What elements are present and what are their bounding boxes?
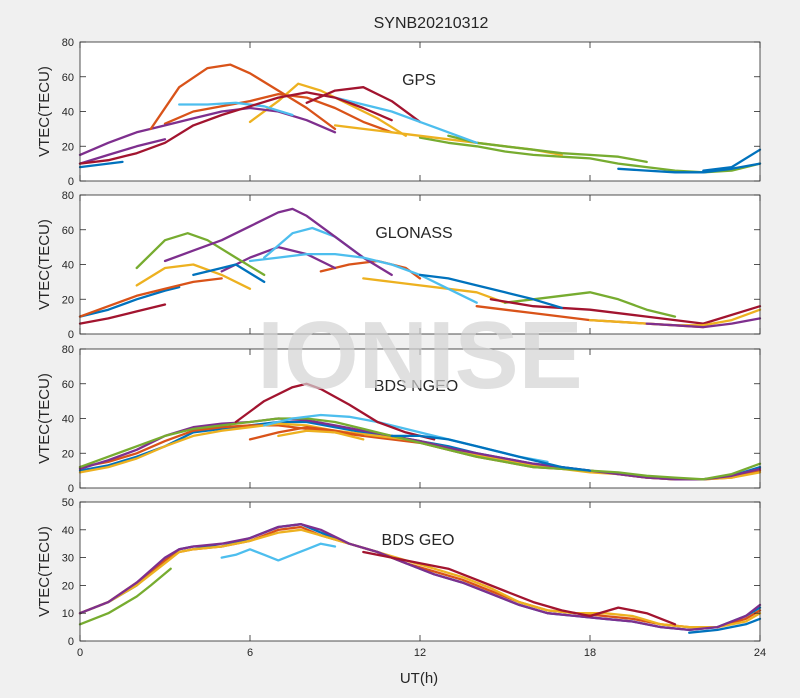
y-tick-label: 10 bbox=[62, 608, 74, 620]
watermark: IONISE bbox=[257, 302, 582, 409]
series-line-10 bbox=[78, 138, 167, 165]
panel-label: BDS GEO bbox=[382, 532, 455, 549]
series-line-2 bbox=[248, 82, 407, 137]
y-tick-label: 40 bbox=[62, 107, 74, 119]
y-tick-label: 20 bbox=[62, 580, 74, 592]
y-tick-label: 40 bbox=[62, 414, 74, 426]
x-tick-label: 18 bbox=[584, 647, 596, 659]
panel-label: GLONASS bbox=[375, 225, 452, 242]
series-line-4 bbox=[78, 567, 172, 626]
series-line-3 bbox=[78, 417, 762, 481]
y-tick-label: 80 bbox=[62, 190, 74, 202]
series-line-6 bbox=[305, 86, 422, 124]
series-line-0 bbox=[78, 285, 181, 318]
series-line-3 bbox=[78, 523, 762, 632]
panel-0: 0 20 40 60 80 VTEC(TECU) GPS bbox=[36, 37, 762, 188]
series-line-8 bbox=[149, 63, 337, 131]
axes-background bbox=[80, 42, 760, 181]
y-tick-label: 40 bbox=[62, 260, 74, 272]
series-line-7 bbox=[688, 617, 762, 634]
series-line-6 bbox=[362, 550, 677, 626]
series-line-4 bbox=[135, 232, 266, 277]
series-line-8 bbox=[248, 426, 365, 441]
x-tick-label: 0 bbox=[77, 647, 83, 659]
y-tick-label: 20 bbox=[62, 141, 74, 153]
y-tick-label: 60 bbox=[62, 379, 74, 391]
y-tick-label: 0 bbox=[68, 636, 74, 648]
series-line-14 bbox=[702, 148, 762, 172]
y-tick-label: 60 bbox=[62, 72, 74, 84]
y-axis-label: VTEC(TECU) bbox=[36, 373, 53, 464]
y-tick-label: 50 bbox=[62, 497, 74, 509]
series-line-13 bbox=[489, 298, 762, 325]
axes-background bbox=[80, 502, 760, 641]
y-tick-label: 40 bbox=[62, 525, 74, 537]
series-line-6 bbox=[78, 303, 167, 325]
series-line-6 bbox=[234, 382, 436, 441]
y-tick-label: 0 bbox=[68, 329, 74, 341]
x-tick-label: 12 bbox=[414, 647, 426, 659]
y-tick-label: 60 bbox=[62, 225, 74, 237]
series-line-9 bbox=[362, 277, 507, 304]
y-axis-label: VTEC(TECU) bbox=[36, 66, 53, 157]
series-line-2 bbox=[135, 263, 252, 290]
panel-2: 0 20 40 60 80 VTEC(TECU) BDS NGEO bbox=[36, 344, 762, 495]
series-line-17 bbox=[645, 317, 762, 329]
series-line-12 bbox=[333, 96, 478, 144]
y-tick-label: 0 bbox=[68, 483, 74, 495]
series-line-12 bbox=[248, 252, 478, 304]
y-axis-label: VTEC(TECU) bbox=[36, 219, 53, 310]
series-line-1 bbox=[163, 92, 393, 134]
series-line-13 bbox=[78, 91, 393, 165]
x-axis-label: UT(h) bbox=[400, 670, 438, 687]
series-line-7 bbox=[617, 162, 762, 174]
series-line-9 bbox=[277, 429, 365, 441]
y-tick-label: 0 bbox=[68, 176, 74, 188]
panel-3: 0 10 20 30 40 50 0 6 12 18 24 VTEC(TECU) BDS GEO bbox=[36, 497, 766, 659]
axes-background bbox=[80, 349, 760, 488]
panel-label: BDS NGEO bbox=[374, 378, 458, 395]
y-tick-label: 80 bbox=[62, 344, 74, 356]
series-line-10 bbox=[163, 207, 393, 277]
y-tick-label: 30 bbox=[62, 553, 74, 565]
x-tick-label: 24 bbox=[754, 647, 766, 659]
series-line-4 bbox=[78, 417, 762, 481]
series-line-8 bbox=[78, 277, 223, 318]
panel-1: 0 20 40 60 80 VTEC(TECU) GLONASS bbox=[36, 190, 762, 341]
y-tick-label: 20 bbox=[62, 294, 74, 306]
figure-title: SYNB20210312 bbox=[374, 15, 489, 32]
series-line-5 bbox=[178, 101, 294, 117]
series-line-7 bbox=[390, 434, 592, 472]
series-line-5 bbox=[220, 542, 337, 562]
y-tick-label: 80 bbox=[62, 37, 74, 49]
y-tick-label: 20 bbox=[62, 448, 74, 460]
series-line-11 bbox=[447, 134, 648, 164]
series-line-0 bbox=[78, 160, 124, 169]
series-line-14 bbox=[418, 273, 563, 310]
panel-label: GPS bbox=[402, 72, 436, 89]
y-axis-label: VTEC(TECU) bbox=[36, 526, 53, 617]
series-line-3 bbox=[220, 245, 337, 273]
series-line-7 bbox=[192, 263, 266, 284]
x-tick-label: 6 bbox=[247, 647, 253, 659]
